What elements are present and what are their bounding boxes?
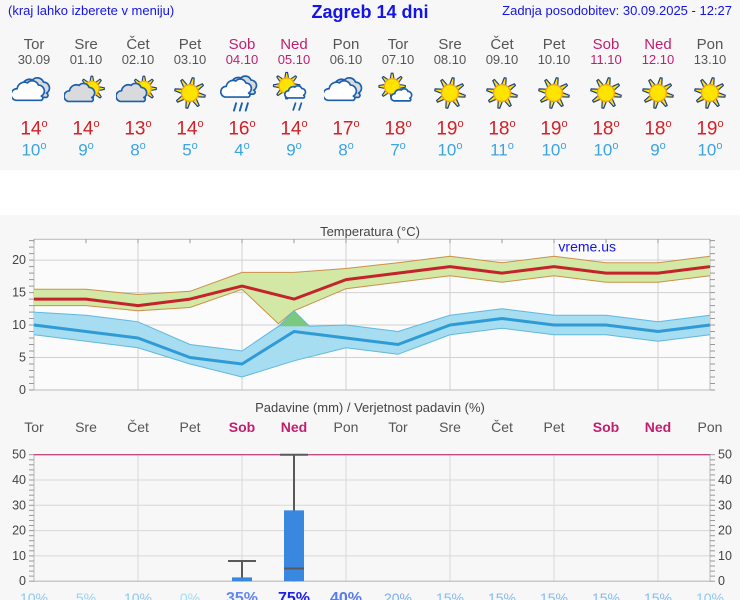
svg-text:Sob: Sob (593, 419, 619, 435)
svg-text:10%: 10% (696, 590, 724, 600)
svg-text:Čet: Čet (491, 419, 513, 435)
svg-text:5: 5 (19, 351, 26, 365)
svg-text:Sre: Sre (75, 419, 97, 435)
svg-text:50: 50 (718, 448, 732, 462)
svg-text:Pon: Pon (334, 419, 359, 435)
svg-text:30: 30 (718, 498, 732, 512)
svg-text:75%: 75% (278, 590, 310, 600)
svg-text:Čet: Čet (127, 419, 149, 435)
svg-text:Sob: Sob (229, 419, 255, 435)
svg-text:30: 30 (12, 498, 26, 512)
svg-text:15%: 15% (436, 590, 464, 600)
svg-text:Tor: Tor (388, 419, 408, 435)
svg-text:0: 0 (19, 383, 26, 397)
svg-text:40: 40 (718, 473, 732, 487)
svg-text:20%: 20% (384, 590, 412, 600)
svg-text:5%: 5% (76, 590, 96, 600)
svg-text:15: 15 (12, 286, 26, 300)
svg-text:40: 40 (12, 473, 26, 487)
svg-text:35%: 35% (226, 590, 258, 600)
svg-text:15%: 15% (644, 590, 672, 600)
svg-text:Ned: Ned (281, 419, 307, 435)
svg-text:Pet: Pet (543, 419, 564, 435)
svg-text:10: 10 (12, 549, 26, 563)
svg-text:15%: 15% (592, 590, 620, 600)
svg-text:10%: 10% (20, 590, 48, 600)
svg-text:0%: 0% (180, 590, 200, 600)
svg-text:0: 0 (718, 574, 725, 588)
svg-text:vreme.us: vreme.us (558, 238, 616, 254)
svg-text:Tor: Tor (24, 419, 44, 435)
svg-text:Sre: Sre (439, 419, 461, 435)
svg-text:Pon: Pon (698, 419, 723, 435)
svg-text:20: 20 (12, 253, 26, 267)
svg-text:20: 20 (12, 524, 26, 538)
svg-text:Padavine (mm) / Verjetnost pad: Padavine (mm) / Verjetnost padavin (%) (255, 400, 485, 415)
svg-text:Ned: Ned (645, 419, 671, 435)
svg-text:10%: 10% (124, 590, 152, 600)
svg-text:10: 10 (12, 318, 26, 332)
svg-text:Temperatura (°C): Temperatura (°C) (320, 225, 420, 239)
svg-text:50: 50 (12, 448, 26, 462)
svg-text:Pet: Pet (179, 419, 200, 435)
svg-text:40%: 40% (330, 590, 362, 600)
svg-text:0: 0 (19, 574, 26, 588)
svg-text:20: 20 (718, 524, 732, 538)
svg-text:15%: 15% (540, 590, 568, 600)
svg-text:15%: 15% (488, 590, 516, 600)
svg-text:10: 10 (718, 549, 732, 563)
